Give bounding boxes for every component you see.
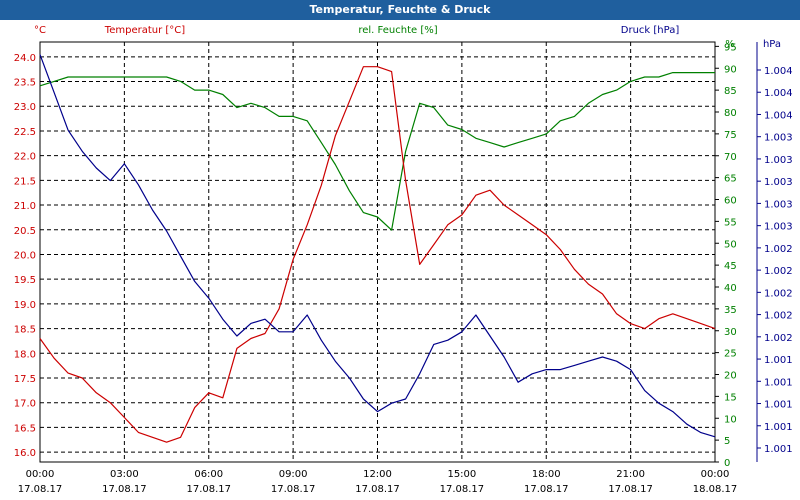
- temperature-tick: 23.5: [14, 78, 36, 89]
- x-tick-date: 17.08.17: [18, 484, 63, 495]
- humidity-tick: 75: [724, 130, 737, 141]
- temperature-tick: 19.5: [14, 275, 36, 286]
- time-axis: 00:00 17.08.17 03:00 17.08.17 06:00 17.08.17 0…: [18, 469, 738, 495]
- humidity-tick: 25: [724, 349, 737, 360]
- temperature-axis: 16.0 16.5 17.0 17.5 18.0 18.5 19.0 19.5 20.0 20.5…: [14, 53, 36, 459]
- temperature-tick: 21.5: [14, 176, 36, 187]
- pressure-tick: 1.003: [764, 155, 793, 166]
- grid-lines: [40, 42, 715, 462]
- pressure-series-label: Druck [hPa]: [621, 25, 680, 36]
- humidity-tick: 85: [724, 86, 737, 97]
- pressure-tick: 1.002: [764, 333, 793, 344]
- humidity-tick: 60: [724, 196, 737, 207]
- humidity-tick: 50: [724, 239, 737, 250]
- temperature-tick: 17.0: [14, 399, 36, 410]
- pressure-tick: 1.004: [764, 88, 793, 99]
- x-tick-time: 03:00: [110, 469, 139, 480]
- temperature-line: [39, 66, 716, 443]
- x-tick-time: 00:00: [701, 469, 730, 480]
- chart-canvas: 16.0 16.5 17.0 17.5 18.0 18.5 19.0 19.5 20.0 20.5…: [14, 25, 793, 495]
- pressure-tick: 1.001: [764, 355, 793, 366]
- pressure-tick: 1.002: [764, 311, 793, 322]
- pressure-unit-label: hPa: [763, 39, 781, 50]
- temperature-tick: 18.0: [14, 349, 36, 360]
- pressure-tick: 1.004: [764, 110, 793, 121]
- humidity-tick: 45: [724, 261, 737, 272]
- humidity-tick: 55: [724, 217, 737, 228]
- x-tick-date: 17.08.17: [271, 484, 316, 495]
- humidity-tick: 80: [724, 108, 737, 119]
- x-tick-time: 06:00: [194, 469, 223, 480]
- humidity-tick: 0: [724, 458, 730, 469]
- x-tick-time: 09:00: [279, 469, 308, 480]
- temperature-series-label: Temperatur [°C]: [104, 25, 185, 36]
- temperature-tick: 19.0: [14, 300, 36, 311]
- x-tick-time: 15:00: [447, 469, 476, 480]
- pressure-tick: 1.003: [764, 177, 793, 188]
- pressure-tick: 1.003: [764, 222, 793, 233]
- pressure-axis: 1.004 1.004 1.004 1.003 1.003 1.003 1.003 1.003…: [756, 42, 793, 462]
- x-tick-time: 18:00: [532, 469, 561, 480]
- chart-title: Temperatur, Feuchte & Druck: [0, 0, 800, 20]
- pressure-tick: 1.001: [764, 377, 793, 388]
- humidity-line: [39, 71, 715, 231]
- temperature-tick: 20.0: [14, 250, 36, 261]
- x-tick-date: 17.08.17: [102, 484, 147, 495]
- x-tick-time: 00:00: [26, 469, 55, 480]
- x-tick-date: 17.08.17: [355, 484, 400, 495]
- pressure-tick: 1.003: [764, 199, 793, 210]
- x-tick-time: 21:00: [616, 469, 645, 480]
- pressure-tick: 1.004: [764, 66, 793, 77]
- x-tick-time: 12:00: [363, 469, 392, 480]
- temperature-tick: 16.5: [14, 423, 36, 434]
- temperature-tick: 24.0: [14, 53, 36, 64]
- humidity-tick: 70: [724, 152, 737, 163]
- temperature-tick: 22.5: [14, 127, 36, 138]
- pressure-line: [39, 54, 716, 438]
- humidity-tick: 35: [724, 305, 737, 316]
- temperature-tick: 17.5: [14, 374, 36, 385]
- pressure-tick: 1.001: [764, 422, 793, 433]
- pressure-tick: 1.003: [764, 133, 793, 144]
- pressure-tick: 1.002: [764, 244, 793, 255]
- humidity-axis: 0 5 10 15 20 25 30 35 40 45 50 55 60 65 70 75 80 85 90 95: [715, 42, 737, 469]
- humidity-tick: 10: [724, 414, 737, 425]
- x-tick-date: 17.08.17: [440, 484, 485, 495]
- temperature-tick: 23.0: [14, 102, 36, 113]
- humidity-tick: 65: [724, 174, 737, 185]
- pressure-tick: 1.001: [764, 444, 793, 455]
- humidity-unit-label: %: [725, 39, 735, 50]
- temperature-tick: 18.5: [14, 325, 36, 336]
- x-tick-date: 18.08.17: [693, 484, 738, 495]
- humidity-series-label: rel. Feuchte [%]: [358, 25, 437, 36]
- humidity-tick: 95: [724, 42, 737, 53]
- pressure-tick: 1.002: [764, 288, 793, 299]
- x-tick-date: 17.08.17: [186, 484, 231, 495]
- humidity-tick: 15: [724, 392, 737, 403]
- humidity-tick: 5: [724, 436, 730, 447]
- x-tick-date: 17.08.17: [608, 484, 653, 495]
- humidity-tick: 40: [724, 283, 737, 294]
- temperature-tick: 20.5: [14, 226, 36, 237]
- temperature-tick: 21.0: [14, 201, 36, 212]
- humidity-tick: 20: [724, 371, 737, 382]
- temperature-unit-label: °C: [34, 25, 46, 36]
- x-tick-date: 17.08.17: [524, 484, 569, 495]
- pressure-tick: 1.002: [764, 266, 793, 277]
- temperature-tick: 22.0: [14, 152, 36, 163]
- temperature-tick: 16.0: [14, 448, 36, 459]
- series-lines: [39, 54, 716, 443]
- humidity-tick: 90: [724, 64, 737, 75]
- humidity-tick: 30: [724, 327, 737, 338]
- pressure-tick: 1.001: [764, 400, 793, 411]
